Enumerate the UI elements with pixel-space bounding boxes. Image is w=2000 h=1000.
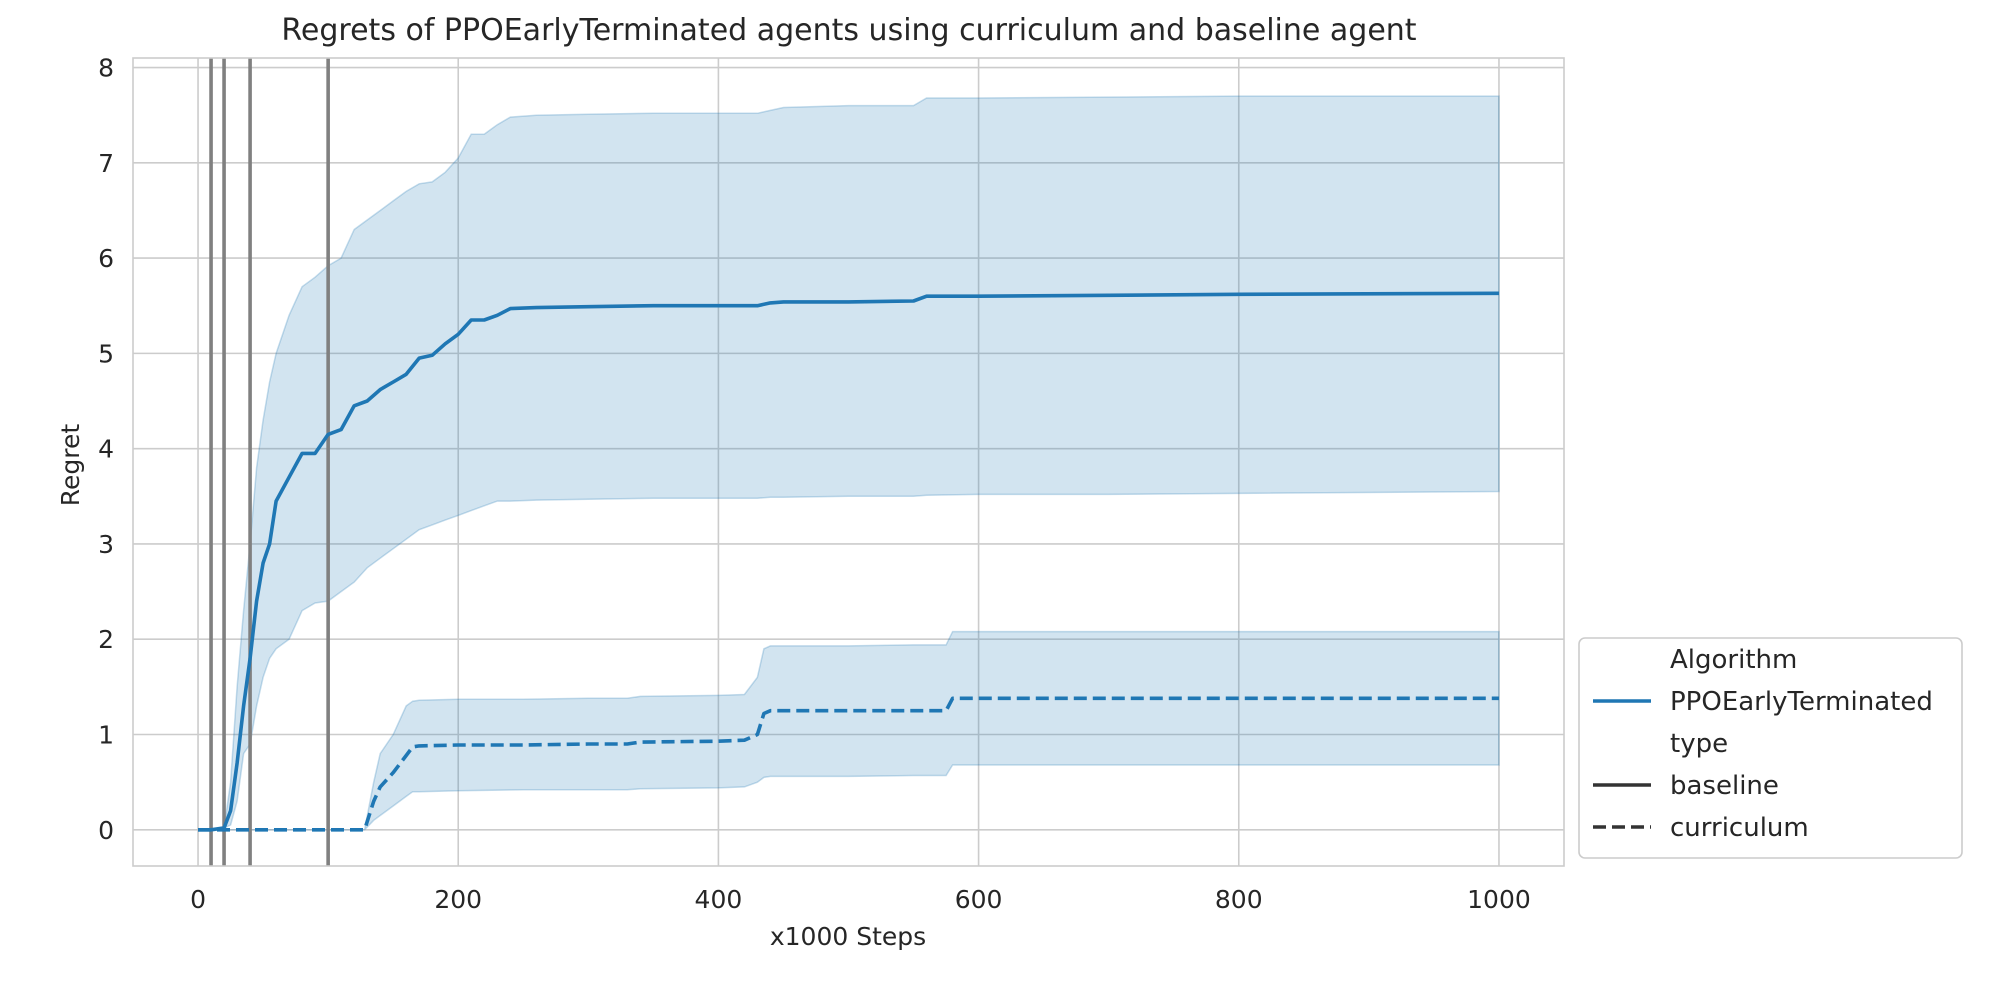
y-tick-label: 4 [98,435,114,464]
x-tick-label: 800 [1215,885,1263,914]
y-tick-label: 2 [98,625,114,654]
x-tick-label: 200 [434,885,482,914]
y-tick-label: 3 [98,530,114,559]
confidence-bands [198,95,1500,831]
x-tick-label: 400 [695,885,743,914]
y-axis-label: Regret [56,424,85,507]
y-tick-label: 7 [98,149,114,178]
grid [133,58,1564,866]
legend-entry-label: type [1670,729,1728,759]
curriculum-confidence-band [198,630,1500,831]
baseline-line [198,291,1500,832]
plot-frame [132,57,1565,867]
y-tick-label: 1 [98,721,114,750]
chart-title: Regrets of PPOEarlyTerminated agents usi… [281,13,1416,48]
curriculum-line [198,696,1499,832]
legend-box [1578,637,1963,859]
y-tick-label: 8 [98,54,114,83]
series-lines [198,291,1500,832]
x-tick-label: 0 [190,885,206,914]
x-tick-labels: 0 200 400 600 800 1000 [190,885,1531,914]
legend-entry-label: baseline [1670,771,1779,801]
x-tick-label: 1000 [1467,885,1531,914]
x-tick-label: 600 [955,885,1003,914]
legend: Algorithm PPOEarlyTerminated type baseline c… [1578,637,1963,859]
y-tick-label: 6 [98,244,114,273]
curriculum-markers [209,58,330,866]
x-axis-label: x1000 Steps [770,922,926,951]
legend-entry-label: PPOEarlyTerminated [1670,687,1933,717]
y-tick-label: 0 [98,816,114,845]
y-tick-label: 5 [98,339,114,368]
legend-entry-label: curriculum [1670,813,1809,843]
y-tick-labels: 0 1 2 3 4 5 6 7 8 [98,54,114,845]
legend-entry-label: Algorithm [1670,645,1797,675]
